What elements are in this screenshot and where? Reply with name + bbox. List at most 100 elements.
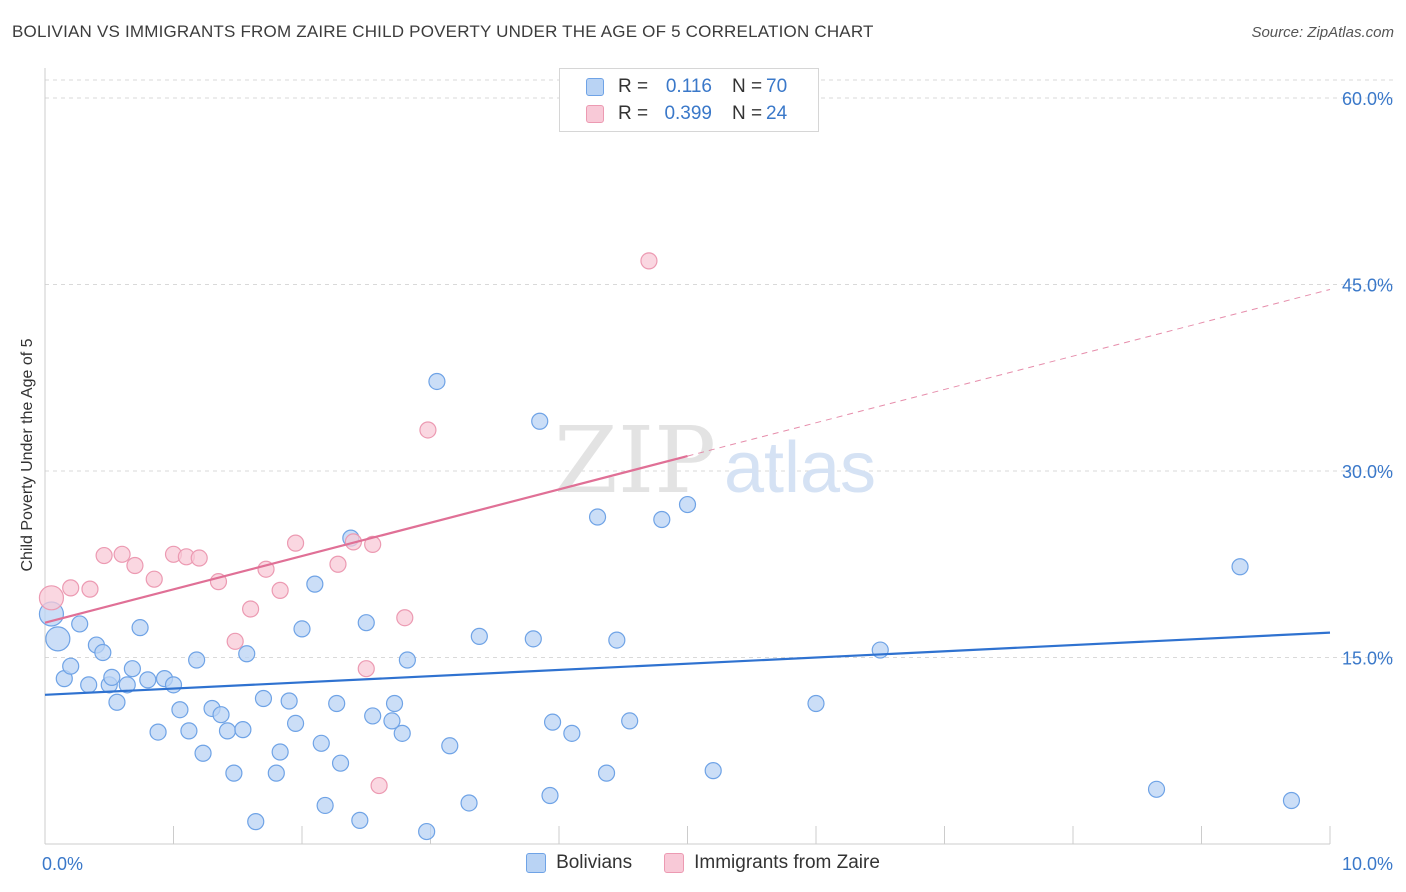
legend-label-zaire: Immigrants from Zaire — [694, 852, 880, 873]
point-bolivians-66 — [807, 694, 825, 713]
legend-swatch-zaire — [586, 105, 604, 123]
trend-line-bolivians — [44, 631, 1331, 696]
point-bolivians-39 — [331, 754, 350, 772]
point-bolivians-27 — [238, 645, 256, 663]
point-bolivians-34 — [293, 620, 311, 638]
point-bolivians-54 — [531, 412, 549, 430]
legend-r-label: R = — [618, 76, 649, 97]
point-bolivians-28 — [247, 813, 265, 831]
point-zaire-11 — [226, 632, 244, 650]
point-bolivians-9 — [103, 668, 121, 686]
point-bolivians-41 — [351, 811, 369, 829]
point-bolivians-15 — [149, 723, 167, 741]
point-bolivians-18 — [171, 701, 189, 719]
point-bolivians-17 — [164, 676, 183, 694]
point-bolivians-53 — [524, 630, 542, 648]
point-bolivians-57 — [563, 724, 581, 742]
legend-n-value: 70 — [766, 76, 788, 97]
point-zaire-23 — [640, 252, 658, 270]
point-bolivians-4 — [71, 615, 89, 633]
point-bolivians-25 — [225, 764, 243, 782]
point-bolivians-14 — [139, 671, 157, 689]
point-bolivians-26 — [234, 721, 252, 739]
series-legend: Bolivians Immigrants from Zaire — [0, 852, 1406, 874]
point-bolivians-7 — [94, 643, 112, 662]
x-tick-label-0: 0.0% — [42, 854, 83, 874]
point-zaire-12 — [242, 600, 260, 618]
legend-swatch-bolivians — [586, 78, 604, 96]
y-tick-label-0: 15.0% — [1342, 649, 1393, 669]
chart-title: BOLIVIAN VS IMMIGRANTS FROM ZAIRE CHILD … — [12, 22, 874, 41]
point-zaire-20 — [370, 776, 388, 795]
point-zaire-22 — [419, 421, 437, 439]
point-zaire-2 — [81, 580, 99, 598]
point-bolivians-68 — [1147, 780, 1166, 798]
legend-n-label: N = — [732, 76, 763, 97]
y-tick-label-3: 60.0% — [1342, 89, 1393, 109]
legend-item-bolivians[interactable]: Bolivians — [526, 852, 632, 874]
point-bolivians-42 — [357, 614, 375, 632]
point-bolivians-31 — [271, 743, 289, 761]
point-bolivians-1 — [45, 626, 71, 652]
point-bolivians-55 — [541, 786, 559, 805]
point-bolivians-12 — [123, 660, 141, 678]
point-zaire-21 — [396, 609, 414, 627]
point-zaire-15 — [286, 534, 305, 552]
point-bolivians-47 — [398, 651, 416, 669]
point-bolivians-63 — [678, 495, 697, 514]
point-bolivians-49 — [428, 372, 446, 391]
point-bolivians-24 — [218, 722, 237, 740]
x-tick-label-1: 10.0% — [1342, 854, 1393, 874]
point-zaire-5 — [126, 556, 144, 575]
point-bolivians-64 — [704, 762, 722, 780]
point-bolivians-19 — [180, 722, 198, 740]
legend-row-bolivians: R = 0.116 N = 70 — [586, 75, 787, 99]
point-bolivians-30 — [267, 764, 285, 782]
point-bolivians-44 — [383, 712, 401, 730]
point-bolivians-50 — [441, 737, 459, 755]
point-bolivians-32 — [280, 692, 298, 710]
point-bolivians-37 — [316, 796, 334, 815]
legend-swatch-zaire — [664, 853, 685, 873]
point-zaire-9 — [190, 549, 208, 567]
point-zaire-1 — [62, 579, 80, 597]
point-bolivians-10 — [108, 693, 126, 711]
source-label: Source: ZipAtlas.com — [1251, 24, 1394, 41]
legend-item-zaire[interactable]: Immigrants from Zaire — [664, 852, 880, 874]
point-bolivians-60 — [608, 631, 626, 649]
point-zaire-18 — [357, 660, 375, 678]
legend-r-label: R = — [618, 103, 649, 124]
y-tick-label-1: 30.0% — [1342, 462, 1393, 482]
point-bolivians-70 — [1282, 791, 1301, 810]
tick-labels: 15.0% 30.0% 45.0% 60.0% 0.0% 10.0% — [42, 89, 1393, 874]
point-bolivians-33 — [286, 714, 305, 732]
point-zaire-0 — [38, 585, 65, 611]
correlation-legend: R = 0.116 N = 70 R = 0.399 N = 24 — [559, 68, 819, 132]
axes — [44, 68, 1331, 845]
point-bolivians-11 — [118, 676, 136, 694]
legend-n-label: N = — [732, 103, 763, 124]
point-bolivians-20 — [188, 651, 206, 669]
legend-r-value: 0.399 — [664, 103, 712, 124]
legend-label-bolivians: Bolivians — [556, 852, 633, 873]
point-zaire-16 — [329, 555, 347, 573]
point-zaire-6 — [145, 570, 163, 588]
point-bolivians-38 — [328, 694, 346, 713]
point-bolivians-51 — [460, 794, 478, 812]
point-bolivians-58 — [588, 508, 607, 526]
trend-lines — [44, 288, 1331, 696]
point-bolivians-52 — [470, 627, 488, 645]
point-bolivians-23 — [212, 706, 230, 724]
trend-extension-zaire — [687, 288, 1331, 457]
point-bolivians-21 — [194, 744, 212, 762]
legend-r-value: 0.116 — [665, 76, 712, 97]
legend-row-zaire: R = 0.399 N = 24 — [586, 102, 787, 126]
point-bolivians-43 — [364, 707, 382, 725]
point-zaire-19 — [364, 535, 382, 553]
point-zaire-14 — [271, 581, 289, 599]
point-zaire-4 — [113, 545, 131, 563]
point-bolivians-29 — [254, 689, 273, 708]
trend-line-zaire — [44, 455, 688, 624]
point-bolivians-62 — [653, 510, 671, 529]
point-bolivians-35 — [306, 575, 324, 593]
